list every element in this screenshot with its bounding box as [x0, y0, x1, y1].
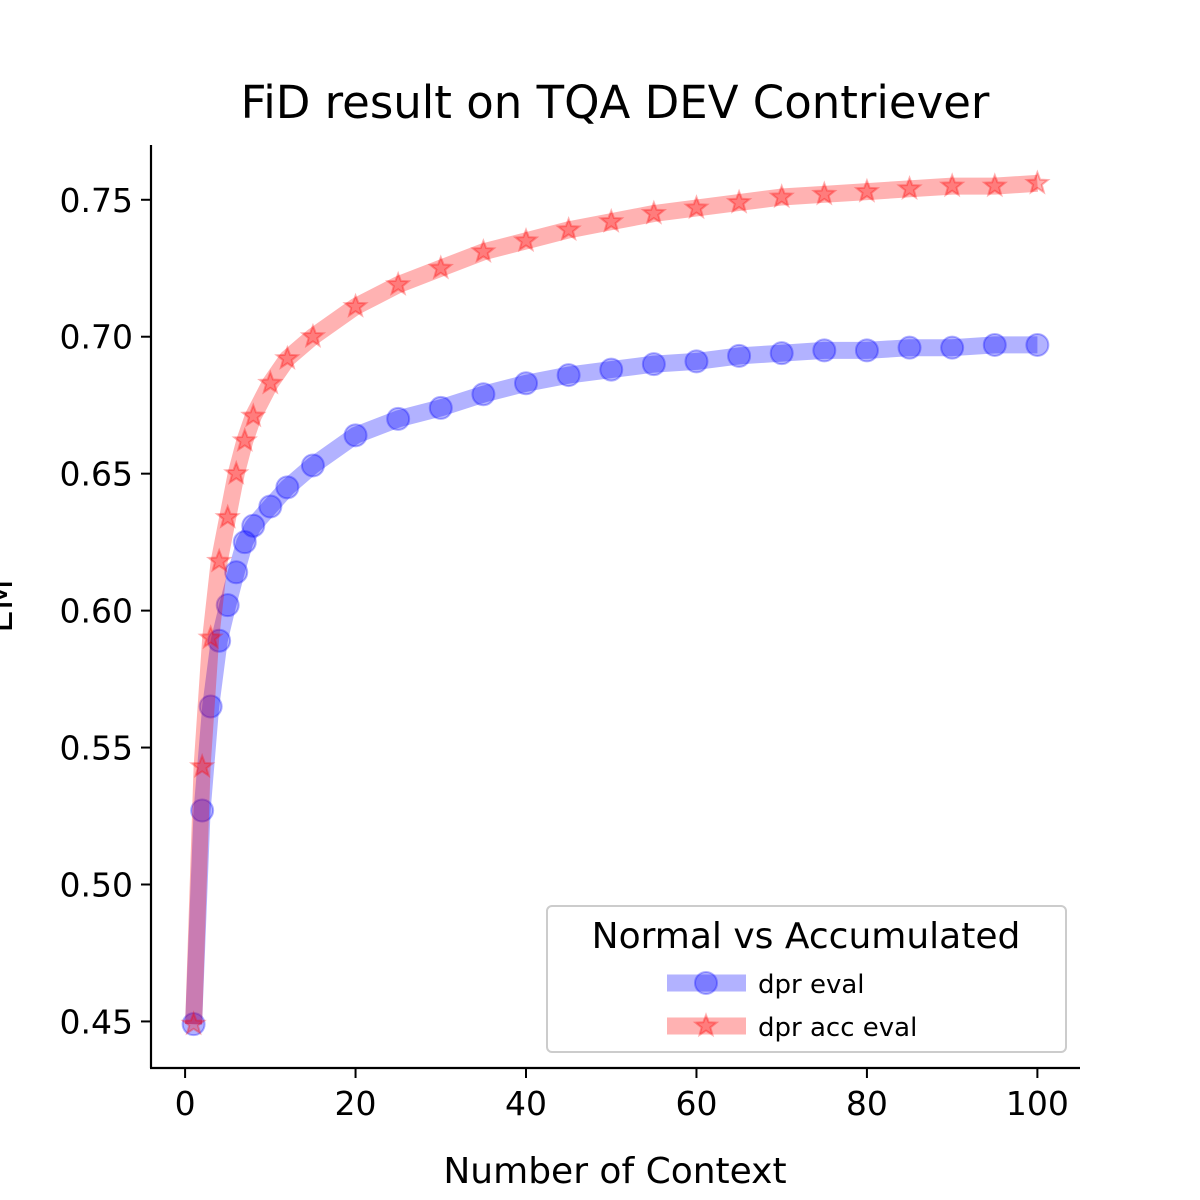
data-point	[274, 344, 301, 370]
data-point	[224, 560, 249, 585]
data-point	[853, 177, 881, 203]
x-ticks: 0 20 40 60 80 100	[175, 1068, 1069, 1123]
x-tick-label: 80	[846, 1084, 888, 1123]
data-point	[300, 453, 325, 478]
y-tick-label: 0.45	[60, 1002, 133, 1041]
data-point	[232, 530, 257, 555]
x-tick-label: 40	[505, 1084, 547, 1123]
series-dpr-acc-eval	[180, 169, 1051, 1036]
legend-entry: dpr eval	[667, 970, 865, 1000]
x-tick-label: 60	[675, 1084, 717, 1123]
data-point	[275, 475, 300, 500]
data-point	[342, 292, 369, 318]
data-point	[188, 752, 216, 778]
y-axis-label: EM	[0, 579, 21, 633]
data-point	[207, 628, 232, 653]
y-ticks: 0.45 0.50 0.55 0.60 0.65 0.70 0.75	[60, 181, 151, 1041]
data-point	[769, 341, 794, 366]
data-point	[215, 593, 240, 618]
data-point	[982, 332, 1007, 357]
data-point	[427, 254, 454, 280]
y-tick-label: 0.55	[60, 729, 133, 768]
legend-marker	[694, 971, 718, 995]
data-point	[241, 513, 266, 538]
data-point	[981, 172, 1008, 198]
data-point	[205, 547, 233, 573]
x-tick-label: 20	[335, 1084, 377, 1123]
data-point	[514, 371, 539, 396]
data-point	[938, 172, 966, 198]
data-point	[599, 357, 624, 382]
data-point	[854, 338, 879, 363]
data-point	[684, 349, 709, 374]
data-point	[555, 216, 582, 242]
y-tick-label: 0.75	[60, 181, 133, 220]
legend-entry: dpr acc eval	[667, 1012, 917, 1043]
series-line	[185, 336, 1038, 1025]
data-point	[428, 395, 453, 420]
data-point	[812, 338, 837, 363]
x-axis-label: Number of Context	[443, 1151, 786, 1192]
series-dpr-eval	[181, 332, 1050, 1037]
legend: Normal vs Accumulated dpr eval dpr acc ev…	[546, 905, 1067, 1053]
data-point	[190, 798, 215, 823]
data-point	[343, 423, 368, 448]
data-point	[198, 694, 223, 719]
legend-title: Normal vs Accumulated	[592, 916, 1021, 957]
data-point	[214, 503, 241, 529]
data-point	[471, 382, 496, 407]
y-tick-label: 0.70	[60, 318, 133, 357]
data-point	[512, 226, 540, 253]
data-point	[940, 335, 965, 360]
legend-marker	[692, 1012, 720, 1038]
data-point	[180, 1010, 207, 1036]
data-point	[897, 335, 922, 360]
series-line	[185, 174, 1038, 1025]
data-point	[1024, 169, 1051, 195]
data-point	[641, 352, 666, 377]
chart-title: FiD result on TQA DEV Contriever	[241, 76, 990, 129]
data-point	[1025, 332, 1050, 357]
data-point	[725, 188, 753, 214]
data-point	[768, 183, 795, 209]
data-point	[386, 406, 411, 431]
x-tick-label: 0	[175, 1084, 196, 1123]
data-point	[896, 174, 923, 201]
legend-entries: dpr eval dpr acc eval	[667, 970, 917, 1043]
data-point	[257, 369, 284, 395]
data-point	[556, 363, 581, 388]
data-point	[598, 207, 625, 233]
y-tick-label: 0.60	[60, 592, 133, 631]
y-tick-label: 0.50	[60, 865, 133, 904]
data-point	[384, 270, 412, 296]
data-point	[231, 426, 258, 453]
y-tick-label: 0.65	[60, 455, 133, 494]
data-point	[223, 459, 250, 485]
legend-box	[546, 905, 1067, 1053]
data-point	[683, 194, 710, 220]
data-point	[197, 624, 224, 650]
data-point	[258, 494, 283, 519]
series-layer	[180, 169, 1051, 1037]
data-point	[727, 343, 752, 368]
data-point	[181, 1012, 206, 1037]
x-tick-label: 100	[1006, 1084, 1069, 1123]
data-point	[299, 322, 327, 348]
data-point	[240, 402, 267, 428]
data-point	[640, 199, 668, 225]
data-point	[811, 180, 838, 206]
legend-label: dpr eval	[758, 970, 865, 1000]
data-point	[470, 237, 497, 264]
legend-label: dpr acc eval	[758, 1013, 917, 1043]
